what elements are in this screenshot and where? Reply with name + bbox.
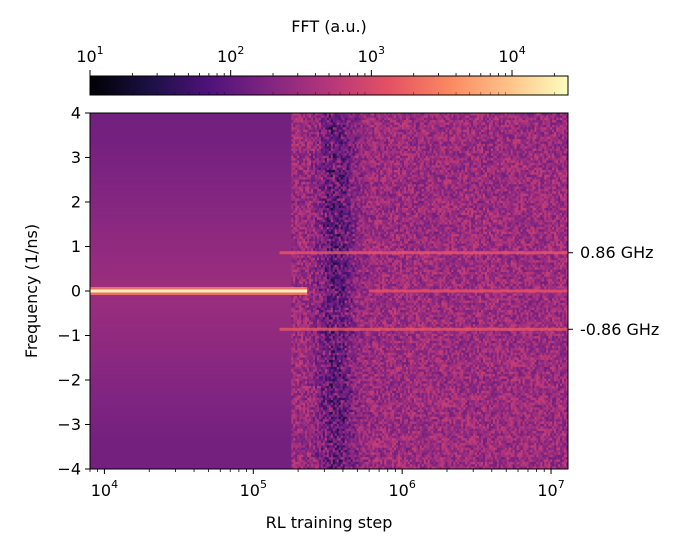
heatmap-row bbox=[90, 335, 300, 340]
heatmap-row bbox=[90, 410, 300, 415]
colorbar-tick-label: 103 bbox=[358, 44, 385, 66]
heatmap-row bbox=[90, 176, 300, 181]
heatmap-row bbox=[90, 299, 300, 304]
heatmap-row bbox=[90, 137, 300, 142]
heatmap-row bbox=[90, 429, 300, 434]
heatmap-row bbox=[90, 240, 300, 245]
heatmap-row bbox=[90, 346, 300, 351]
heatmap-row bbox=[90, 422, 300, 427]
heatmap-row bbox=[90, 445, 300, 450]
heatmap-row bbox=[90, 441, 300, 446]
colorbar-tick-label: 102 bbox=[217, 44, 244, 66]
heatmap-row bbox=[90, 141, 300, 146]
heatmap-row bbox=[90, 121, 300, 126]
heatmap-row bbox=[90, 342, 300, 347]
heatmap-row bbox=[90, 338, 300, 343]
heatmap-row bbox=[90, 323, 300, 328]
heatmap-row bbox=[90, 406, 300, 411]
heatmap-row bbox=[90, 236, 300, 241]
heatmap-row bbox=[90, 394, 300, 399]
heatmap-row bbox=[90, 283, 300, 288]
heatmap-row bbox=[90, 244, 300, 249]
heatmap-row bbox=[90, 437, 300, 442]
heatmap-row bbox=[90, 382, 300, 387]
heatmap-row bbox=[90, 196, 300, 201]
heatmap-row bbox=[90, 390, 300, 395]
heatmap-row bbox=[90, 307, 300, 312]
heatmap-row bbox=[90, 208, 300, 213]
heatmap-row bbox=[90, 453, 300, 458]
heatmap-row bbox=[90, 157, 300, 162]
heatmap-row bbox=[90, 184, 300, 189]
heatmap-row bbox=[90, 216, 300, 221]
heatmap-row bbox=[90, 386, 300, 391]
heatmap-row bbox=[90, 433, 300, 438]
heatmap-row bbox=[90, 319, 300, 324]
heatmap-row bbox=[90, 370, 300, 375]
heatmap-row bbox=[90, 374, 300, 379]
heatmap-row bbox=[90, 129, 300, 134]
heatmap-row bbox=[90, 449, 300, 454]
heatmap-row bbox=[90, 350, 300, 355]
heatmap-row bbox=[90, 117, 300, 122]
heatmap-row bbox=[90, 212, 300, 217]
heatmap-row bbox=[90, 200, 300, 205]
heatmap-row bbox=[90, 228, 300, 233]
heatmap-row bbox=[90, 220, 300, 225]
heatmap-row bbox=[90, 153, 300, 158]
heatmap-row bbox=[90, 133, 300, 138]
heatmap-row bbox=[90, 172, 300, 177]
heatmap-row bbox=[90, 204, 300, 209]
colorbar-tick-label: 101 bbox=[76, 44, 103, 66]
heatmap-row bbox=[90, 263, 300, 268]
heatmap-row bbox=[90, 378, 300, 383]
colorbar-tick-label: 104 bbox=[498, 44, 525, 66]
heatmap-row bbox=[90, 224, 300, 229]
heatmap-row bbox=[90, 259, 300, 264]
heatmap-row bbox=[90, 398, 300, 403]
heatmap-row bbox=[90, 232, 300, 237]
heatmap-row bbox=[90, 414, 300, 419]
colorbar-tick-labels: 101 102 103 104 bbox=[76, 44, 525, 66]
heatmap-row bbox=[90, 145, 300, 150]
heatmap-row bbox=[90, 327, 300, 332]
heatmap-row bbox=[90, 425, 300, 430]
heatmap-row bbox=[90, 331, 300, 336]
heatmap-row bbox=[90, 251, 300, 256]
heatmap-row bbox=[90, 255, 300, 260]
heatmap-row bbox=[90, 354, 300, 359]
heatmap-row bbox=[90, 164, 300, 169]
heatmap-row bbox=[90, 188, 300, 193]
heatmap-row bbox=[90, 267, 300, 272]
heatmap-row bbox=[90, 418, 300, 423]
heatmap-row bbox=[90, 271, 300, 276]
heatmap-row bbox=[90, 402, 300, 407]
heatmap-row bbox=[90, 279, 300, 284]
heatmap-row bbox=[90, 168, 300, 173]
heatmap-row bbox=[90, 315, 300, 320]
heatmap-row bbox=[90, 362, 300, 367]
colorbar-label: FFT (a.u.) bbox=[291, 17, 367, 36]
heatmap-row bbox=[90, 192, 300, 197]
heatmap-row bbox=[90, 125, 300, 130]
heatmap bbox=[90, 113, 569, 470]
heatmap-row bbox=[90, 149, 300, 154]
heatmap-row bbox=[90, 295, 300, 300]
heatmap-row bbox=[90, 275, 300, 280]
heatmap-row bbox=[90, 358, 300, 363]
heatmap-row bbox=[90, 160, 300, 165]
heatmap-row bbox=[90, 461, 300, 466]
figure: FFT (a.u.) 101 102 103 104 43210−1−2−3−4104… bbox=[0, 0, 698, 558]
heatmap-row bbox=[90, 180, 300, 185]
heatmap-row bbox=[90, 303, 300, 308]
heatmap-row bbox=[90, 247, 300, 252]
heatmap-row bbox=[90, 366, 300, 371]
heatmap-row bbox=[90, 113, 300, 118]
heatmap-row bbox=[90, 457, 300, 462]
heatmap-row bbox=[90, 311, 300, 316]
